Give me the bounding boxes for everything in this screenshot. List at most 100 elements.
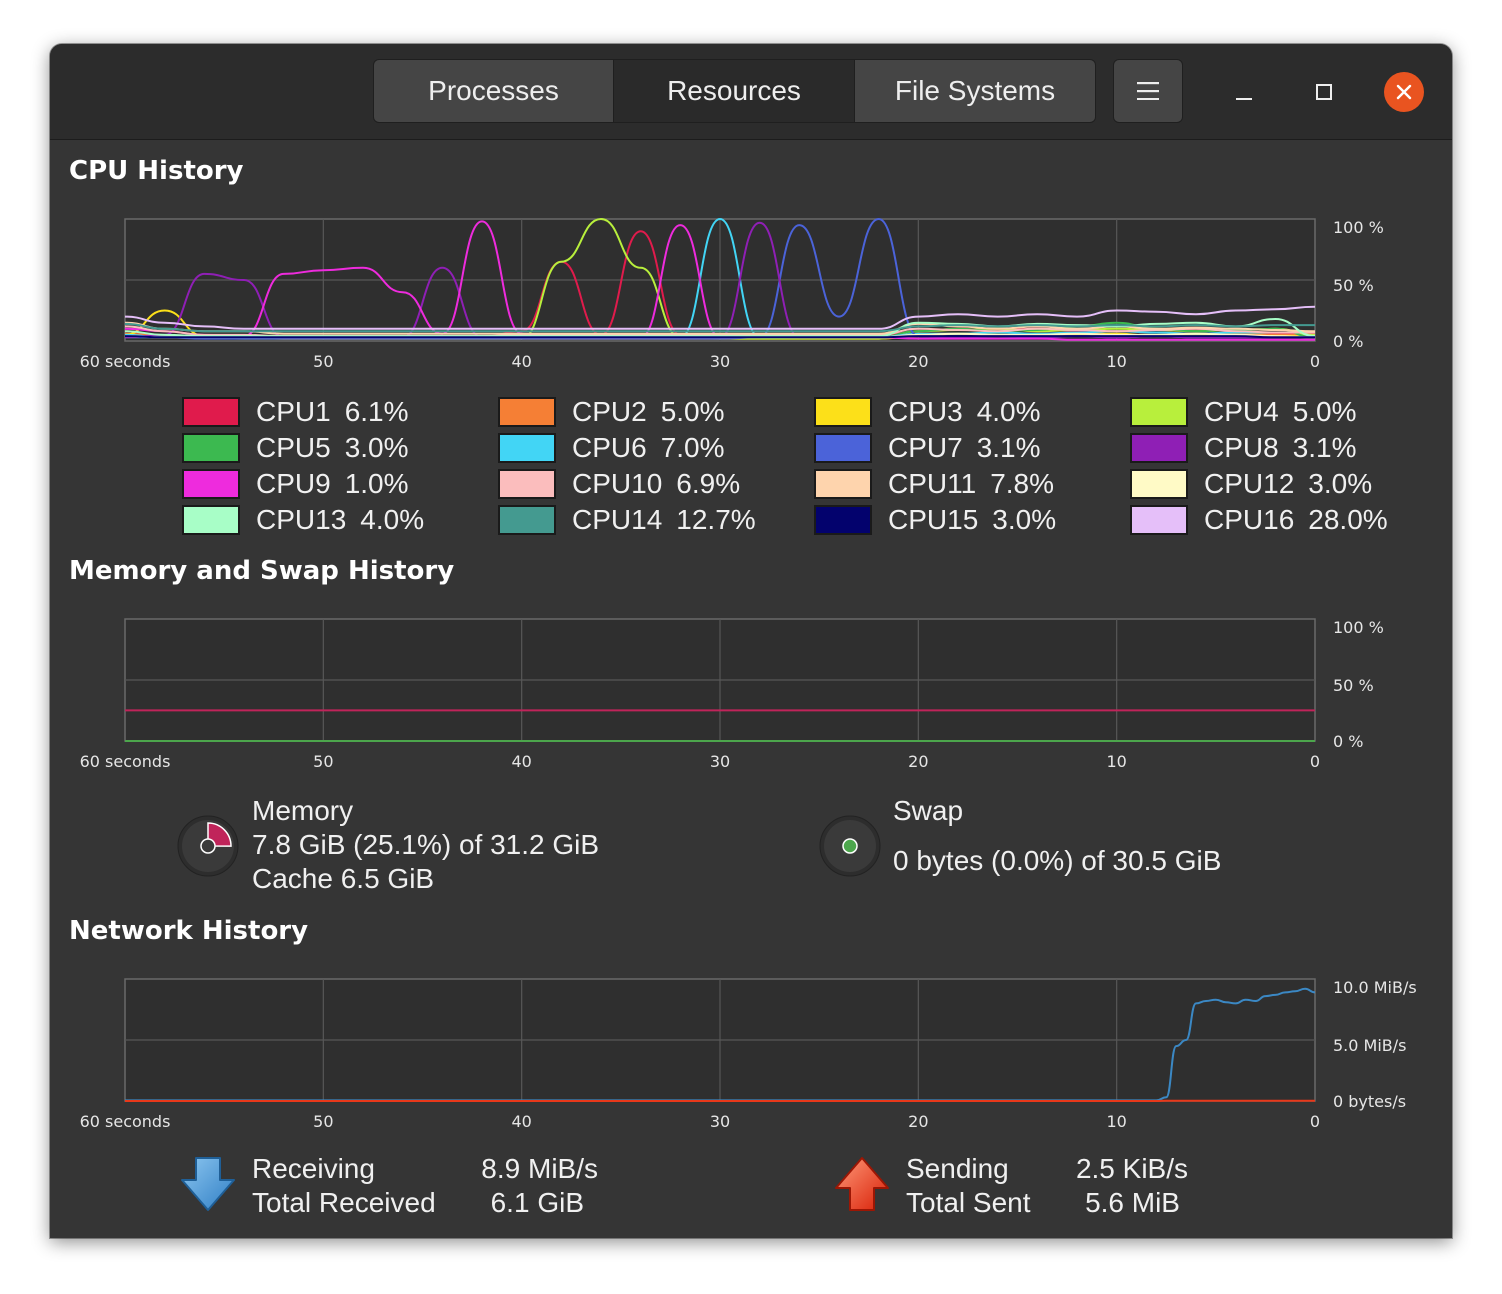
cpu-legend: CPU1 6.1% CPU2 5.0% CPU3 4.0% CPU4 5.0% CPU5 3.0%… bbox=[182, 395, 1442, 539]
network-x-tick-label: 0 bbox=[1310, 1112, 1320, 1131]
cpu-color-swatch[interactable] bbox=[1130, 397, 1188, 427]
cpu-color-swatch[interactable] bbox=[814, 469, 872, 499]
cpu-usage-value: 3.0% bbox=[344, 432, 409, 463]
cpu-legend-item[interactable]: CPU5 3.0% bbox=[182, 431, 409, 465]
total-sent-value: 5.6 MiB bbox=[1085, 1187, 1180, 1218]
cpu-usage-value: 3.0% bbox=[992, 504, 1057, 535]
cpu-color-swatch[interactable] bbox=[1130, 433, 1188, 463]
network-y-tick-label: 10.0 MiB/s bbox=[1333, 978, 1417, 997]
swap-usage-dot bbox=[842, 838, 858, 854]
arrow-down-icon[interactable] bbox=[178, 1154, 238, 1214]
cpu-legend-item[interactable]: CPU11 7.8% bbox=[814, 467, 1054, 501]
cpu-usage-value: 7.0% bbox=[660, 432, 725, 463]
arrow-up-icon[interactable] bbox=[832, 1154, 892, 1214]
cpu-name: CPU5 bbox=[256, 432, 331, 463]
main-menu-button[interactable] bbox=[1113, 59, 1183, 123]
network-history-graph: 60 seconds 50 40 30 20 10 0 10.0 MiB/s 5.0 MiB/s… bbox=[80, 978, 1417, 1131]
cpu-color-swatch[interactable] bbox=[182, 433, 240, 463]
cpu-usage-value: 6.9% bbox=[676, 468, 741, 499]
cpu-legend-item[interactable]: CPU2 5.0% bbox=[498, 395, 725, 429]
network-x-tick-label: 10 bbox=[1106, 1112, 1126, 1131]
memory-pie-icon[interactable] bbox=[176, 814, 240, 878]
cpu-y-tick-label: 100 % bbox=[1333, 218, 1384, 237]
cpu-color-swatch[interactable] bbox=[498, 397, 556, 427]
cpu-legend-item[interactable]: CPU4 5.0% bbox=[1130, 395, 1357, 429]
cpu-name: CPU6 bbox=[572, 432, 647, 463]
cpu-color-swatch[interactable] bbox=[1130, 505, 1188, 535]
memory-section-title: Memory and Swap History bbox=[69, 556, 455, 586]
memory-x-tick-label: 20 bbox=[908, 752, 928, 771]
view-switcher: Processes Resources File Systems bbox=[373, 59, 1096, 123]
cpu-color-swatch[interactable] bbox=[498, 433, 556, 463]
receiving-label: Receiving bbox=[252, 1153, 375, 1184]
cpu-name: CPU9 bbox=[256, 468, 331, 499]
memory-y-tick-label: 100 % bbox=[1333, 618, 1384, 637]
cpu-name: CPU10 bbox=[572, 468, 663, 499]
maximize-button[interactable] bbox=[1304, 72, 1344, 112]
memory-label: Memory bbox=[252, 795, 354, 826]
cpu-usage-value: 5.0% bbox=[1292, 396, 1357, 427]
cpu-usage-value: 1.0% bbox=[344, 468, 409, 499]
cpu-color-swatch[interactable] bbox=[814, 397, 872, 427]
cpu-usage-value: 28.0% bbox=[1308, 504, 1388, 535]
cpu-color-swatch[interactable] bbox=[814, 433, 872, 463]
cpu-legend-item[interactable]: CPU16 28.0% bbox=[1130, 503, 1388, 537]
memory-x-tick-label: 10 bbox=[1106, 752, 1126, 771]
cpu-legend-item[interactable]: CPU8 3.1% bbox=[1130, 431, 1357, 465]
cpu-legend-item[interactable]: CPU14 12.7% bbox=[498, 503, 756, 537]
header-bar: Processes Resources File Systems bbox=[50, 44, 1452, 140]
cpu-name: CPU13 bbox=[256, 504, 347, 535]
cpu-color-swatch[interactable] bbox=[182, 397, 240, 427]
cpu-x-tick-label: 50 bbox=[313, 352, 333, 371]
cpu-color-swatch[interactable] bbox=[814, 505, 872, 535]
memory-cache: Cache 6.5 GiB bbox=[252, 863, 435, 894]
cpu-color-swatch[interactable] bbox=[182, 505, 240, 535]
tab-file-systems[interactable]: File Systems bbox=[855, 59, 1096, 123]
cpu-history-graph: 60 seconds 50 40 30 20 10 0 100 % 50 % 0 % bbox=[80, 218, 1384, 371]
hamburger-menu-icon bbox=[1137, 82, 1159, 100]
total-received-label: Total Received bbox=[252, 1187, 436, 1218]
cpu-x-tick-label: 20 bbox=[908, 352, 928, 371]
tab-resources[interactable]: Resources bbox=[614, 59, 855, 123]
cpu-legend-item[interactable]: CPU10 6.9% bbox=[498, 467, 740, 501]
cpu-name: CPU15 bbox=[888, 504, 979, 535]
cpu-color-swatch[interactable] bbox=[1130, 469, 1188, 499]
cpu-name: CPU3 bbox=[888, 396, 963, 427]
cpu-legend-item[interactable]: CPU9 1.0% bbox=[182, 467, 409, 501]
swap-pie-icon[interactable] bbox=[818, 814, 882, 878]
cpu-legend-item[interactable]: CPU7 3.1% bbox=[814, 431, 1041, 465]
minimize-button[interactable] bbox=[1224, 72, 1264, 112]
tab-processes[interactable]: Processes bbox=[373, 59, 614, 123]
cpu-color-swatch[interactable] bbox=[498, 505, 556, 535]
cpu-legend-item[interactable]: CPU3 4.0% bbox=[814, 395, 1041, 429]
cpu-legend-item[interactable]: CPU1 6.1% bbox=[182, 395, 409, 429]
cpu-x-tick-label: 60 seconds bbox=[80, 352, 171, 371]
cpu-series-line-cpu15 bbox=[124, 335, 1315, 339]
cpu-legend-item[interactable]: CPU12 3.0% bbox=[1130, 467, 1372, 501]
network-y-tick-label: 0 bytes/s bbox=[1333, 1092, 1406, 1111]
cpu-legend-item[interactable]: CPU13 4.0% bbox=[182, 503, 424, 537]
network-x-tick-label: 50 bbox=[313, 1112, 333, 1131]
cpu-series-line-cpu9 bbox=[124, 220, 1315, 341]
memory-x-tick-label: 60 seconds bbox=[80, 752, 171, 771]
cpu-name: CPU4 bbox=[1204, 396, 1279, 427]
network-x-tick-label: 40 bbox=[511, 1112, 531, 1131]
close-button[interactable] bbox=[1384, 72, 1424, 112]
cpu-name: CPU11 bbox=[888, 468, 977, 499]
cpu-usage-value: 3.1% bbox=[976, 432, 1041, 463]
sending-rate: 2.5 KiB/s bbox=[1075, 1153, 1188, 1184]
cpu-color-swatch[interactable] bbox=[182, 469, 240, 499]
cpu-legend-item[interactable]: CPU6 7.0% bbox=[498, 431, 725, 465]
cpu-legend-item[interactable]: CPU15 3.0% bbox=[814, 503, 1056, 537]
cpu-usage-value: 3.0% bbox=[1308, 468, 1373, 499]
cpu-color-swatch[interactable] bbox=[498, 469, 556, 499]
cpu-name: CPU8 bbox=[1204, 432, 1279, 463]
sending-label: Sending bbox=[906, 1153, 1009, 1184]
memory-history-graph: 60 seconds 50 40 30 20 10 0 100 % 50 % 0 % bbox=[80, 618, 1384, 771]
cpu-x-tick-label: 10 bbox=[1106, 352, 1126, 371]
network-section-title: Network History bbox=[69, 916, 309, 946]
cpu-series-line-cpu13 bbox=[124, 318, 1316, 338]
cpu-x-tick-label: 40 bbox=[511, 352, 531, 371]
network-x-tick-label: 60 seconds bbox=[80, 1112, 171, 1131]
cpu-name: CPU2 bbox=[572, 396, 647, 427]
